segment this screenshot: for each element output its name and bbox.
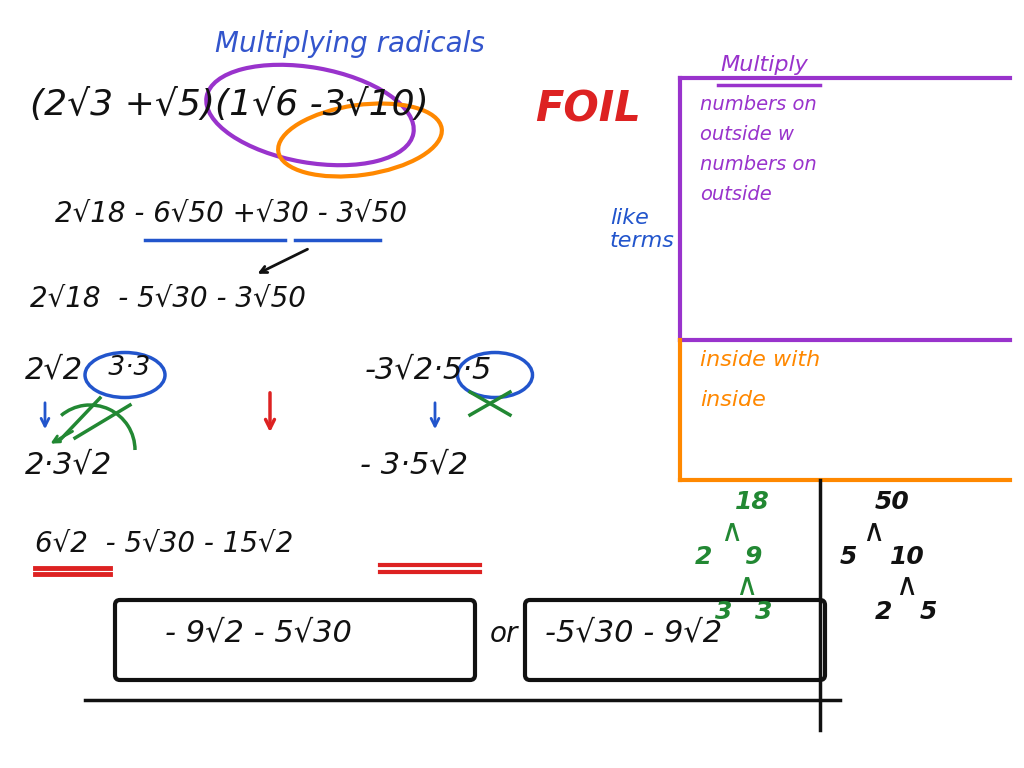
Text: 2√2: 2√2 (25, 355, 83, 384)
Text: 2√18  - 5√30 - 3√50: 2√18 - 5√30 - 3√50 (30, 285, 306, 313)
Text: or: or (490, 620, 518, 648)
Text: 6√2  - 5√30 - 15√2: 6√2 - 5√30 - 15√2 (35, 530, 293, 558)
Text: 5: 5 (920, 600, 937, 624)
Text: 3·3: 3·3 (100, 355, 151, 381)
Text: ∧: ∧ (895, 572, 918, 601)
Text: 2√18 - 6√50 +√30 - 3√50: 2√18 - 6√50 +√30 - 3√50 (55, 200, 407, 228)
Text: - 3·5√2: - 3·5√2 (360, 450, 468, 479)
Text: 10: 10 (890, 545, 925, 569)
Text: FOIL: FOIL (535, 88, 641, 130)
Text: 50: 50 (874, 490, 909, 514)
Text: inside with: inside with (700, 350, 820, 370)
Text: 2: 2 (695, 545, 713, 569)
Text: -5√30 - 9√2: -5√30 - 9√2 (545, 618, 722, 647)
Text: (2√3 +√5)(1√6 -3√10): (2√3 +√5)(1√6 -3√10) (30, 88, 429, 122)
Text: outside: outside (700, 185, 772, 204)
Text: outside w: outside w (700, 125, 794, 144)
Text: 3: 3 (755, 600, 772, 624)
Text: 9: 9 (745, 545, 763, 569)
Text: Multiplying radicals: Multiplying radicals (215, 30, 485, 58)
Text: 3: 3 (715, 600, 732, 624)
Text: like
terms: like terms (610, 208, 675, 251)
Text: - 9√2 - 5√30: - 9√2 - 5√30 (165, 618, 352, 647)
Text: ∧: ∧ (735, 572, 758, 601)
Text: inside: inside (700, 390, 766, 410)
Text: -3√2·5·5: -3√2·5·5 (365, 355, 493, 384)
Text: numbers on: numbers on (700, 155, 817, 174)
Text: ∧: ∧ (862, 518, 885, 547)
Text: ∧: ∧ (720, 518, 742, 547)
Text: Multiply: Multiply (720, 55, 808, 75)
Text: 5: 5 (840, 545, 857, 569)
Text: 2: 2 (874, 600, 892, 624)
Text: 2·3√2: 2·3√2 (25, 450, 113, 479)
Text: 18: 18 (735, 490, 770, 514)
Text: numbers on: numbers on (700, 95, 817, 114)
